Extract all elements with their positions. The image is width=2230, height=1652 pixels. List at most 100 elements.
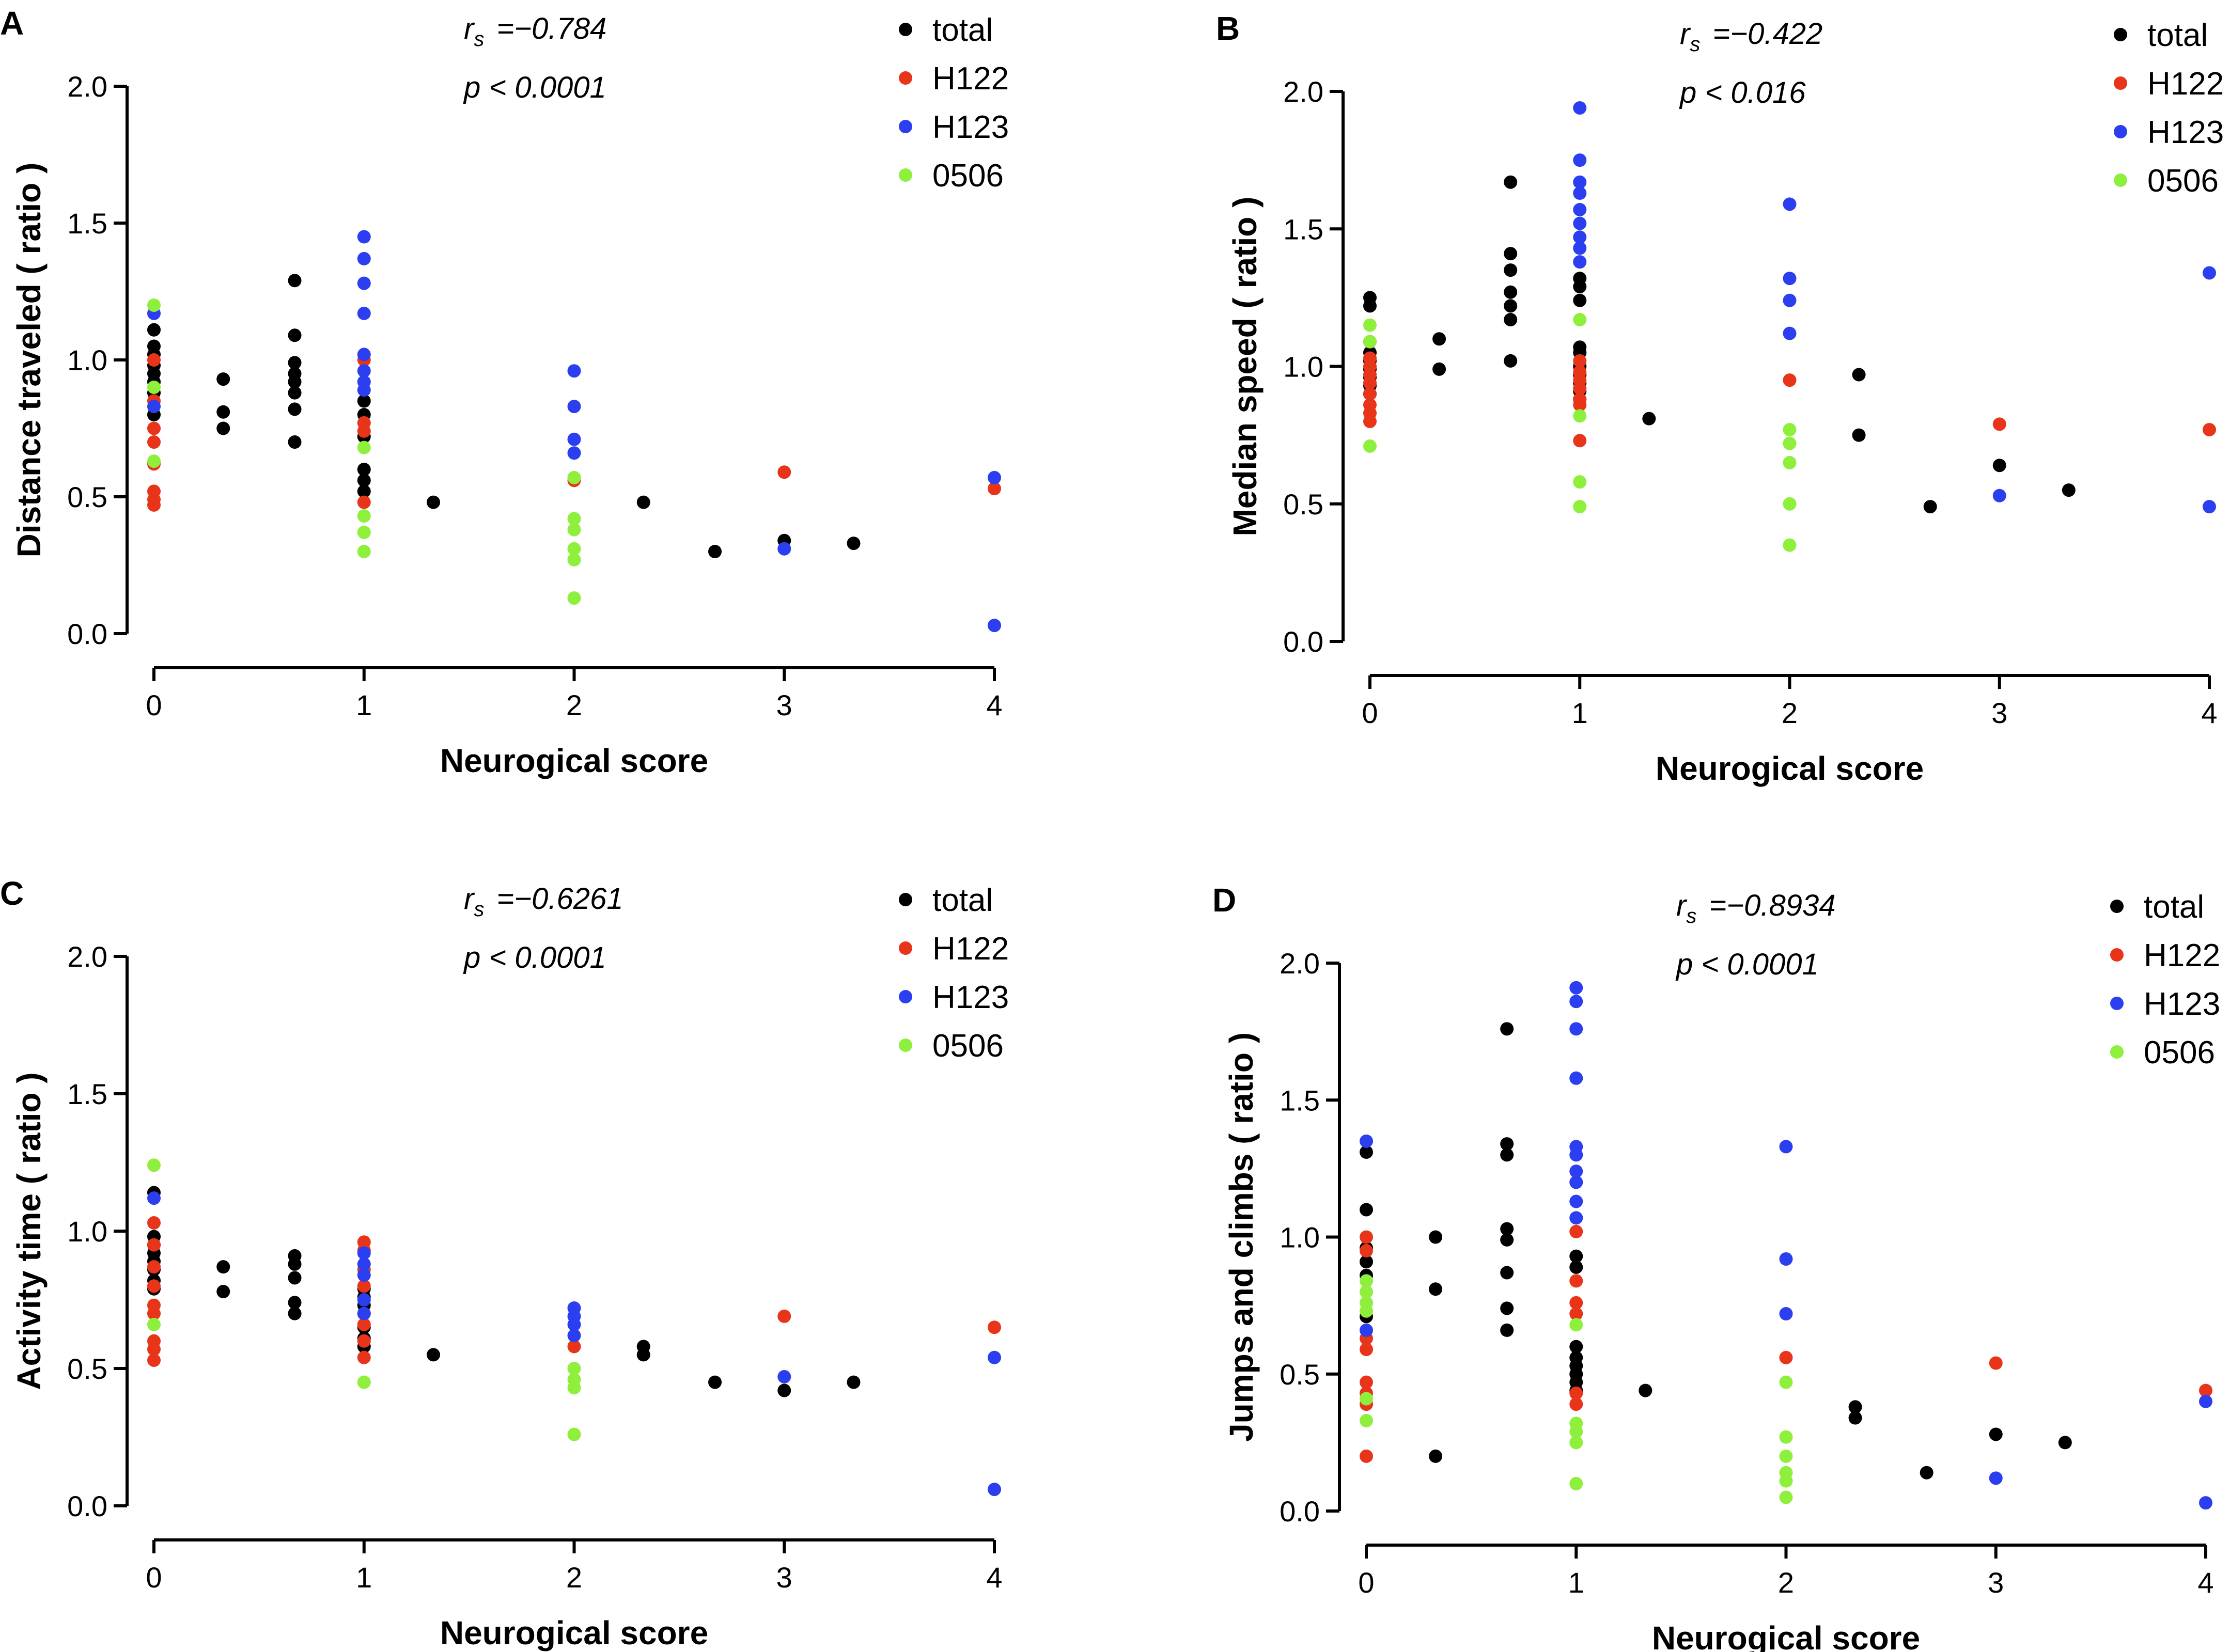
point-total xyxy=(357,484,371,498)
point-h123 xyxy=(1569,1211,1583,1225)
point-total xyxy=(288,1257,302,1271)
point-h123 xyxy=(357,1268,371,1282)
point-total xyxy=(708,1375,722,1389)
point-h122 xyxy=(1569,1224,1583,1238)
point-0506 xyxy=(1569,1476,1583,1490)
p-value-label: p < 0.016 xyxy=(1679,76,1806,109)
point-total xyxy=(636,495,650,509)
point-h122 xyxy=(357,424,371,438)
point-total xyxy=(1500,1222,1514,1236)
point-0506 xyxy=(357,509,371,523)
point-h122 xyxy=(1360,1244,1373,1258)
point-total xyxy=(288,402,302,416)
point-h122 xyxy=(1989,1356,2003,1370)
point-0506 xyxy=(1360,1285,1373,1299)
point-total xyxy=(1504,263,1518,277)
point-total xyxy=(2058,1436,2072,1450)
y-tick-label: 1.0 xyxy=(1280,1221,1320,1254)
point-total xyxy=(147,323,161,337)
legend-marker xyxy=(2114,28,2127,41)
legend-marker xyxy=(899,893,912,906)
point-h123 xyxy=(777,1370,791,1383)
point-0506 xyxy=(1573,312,1587,326)
point-0506 xyxy=(1779,1449,1793,1463)
point-h123 xyxy=(1783,326,1797,340)
point-h123 xyxy=(1569,1022,1583,1036)
data-points xyxy=(147,1158,1001,1497)
x-tick-label: 0 xyxy=(1358,1566,1374,1599)
point-total xyxy=(847,1375,861,1389)
y-tick-label: 2.0 xyxy=(1280,947,1320,980)
point-h123 xyxy=(1569,1071,1583,1085)
point-total xyxy=(216,1285,230,1299)
point-total xyxy=(1504,175,1518,189)
point-h122 xyxy=(147,353,161,367)
point-h123 xyxy=(1783,197,1797,211)
x-tick-label: 2 xyxy=(1782,697,1798,729)
point-h123 xyxy=(567,432,581,446)
point-total xyxy=(1852,428,1866,442)
point-total xyxy=(1360,1145,1373,1159)
point-h122 xyxy=(1573,434,1587,448)
x-tick-label: 4 xyxy=(2201,697,2217,729)
legend: total H122 H123 0506 xyxy=(2110,889,2220,1071)
point-h122 xyxy=(357,495,371,509)
point-total xyxy=(1504,285,1518,299)
point-h122 xyxy=(147,435,161,449)
point-total xyxy=(1500,1137,1514,1151)
data-points xyxy=(1360,981,2212,1510)
y-tick-label: 2.0 xyxy=(67,940,107,973)
point-h122 xyxy=(1569,1397,1583,1411)
point-total xyxy=(1989,1427,2003,1441)
legend-marker xyxy=(2110,1045,2124,1059)
point-h122 xyxy=(1779,1350,1793,1364)
legend-label: 0506 xyxy=(2144,1035,2215,1071)
point-0506 xyxy=(1783,497,1797,511)
point-total xyxy=(216,421,230,435)
point-total xyxy=(357,474,371,487)
point-h123 xyxy=(2203,266,2216,280)
point-h122 xyxy=(1569,1307,1583,1321)
point-0506 xyxy=(1360,1392,1373,1406)
legend-marker xyxy=(2110,997,2124,1010)
x-tick-label: 1 xyxy=(356,689,372,721)
legend-marker xyxy=(899,168,912,182)
point-h122 xyxy=(1363,376,1377,390)
point-0506 xyxy=(1779,1375,1793,1389)
point-h122 xyxy=(1569,1274,1583,1288)
x-tick-label: 1 xyxy=(1572,697,1588,729)
point-0506 xyxy=(1569,1425,1583,1439)
point-h122 xyxy=(147,1260,161,1274)
point-0506 xyxy=(1363,318,1377,332)
point-total xyxy=(288,1296,302,1310)
point-h123 xyxy=(1569,981,1583,995)
y-tick-label: 1.5 xyxy=(1280,1084,1320,1116)
point-h122 xyxy=(1573,398,1587,412)
point-h123 xyxy=(567,1329,581,1343)
panel-a: A 0.0 0.5 1.0 1.5 2.0 0 1 2 3 4 Neurogical score Dis… xyxy=(0,5,1009,779)
point-total xyxy=(1432,332,1446,346)
point-h123 xyxy=(988,470,1001,484)
point-h122 xyxy=(1783,373,1797,387)
point-total xyxy=(1852,368,1866,382)
x-tick-label: 4 xyxy=(2197,1566,2213,1599)
point-0506 xyxy=(1573,500,1587,514)
point-h123 xyxy=(1573,153,1587,167)
point-0506 xyxy=(1783,422,1797,436)
point-total xyxy=(1500,1301,1514,1315)
point-h123 xyxy=(1989,1471,2003,1485)
point-0506 xyxy=(147,1317,161,1331)
point-h123 xyxy=(1569,995,1583,1009)
point-h122 xyxy=(147,421,161,435)
point-h122 xyxy=(2203,422,2216,436)
point-total xyxy=(288,1307,302,1320)
point-0506 xyxy=(1779,1490,1793,1504)
point-total xyxy=(288,375,302,389)
y-tick-label: 1.0 xyxy=(67,1215,107,1248)
legend-marker xyxy=(2114,174,2127,187)
point-total xyxy=(288,274,302,288)
legend-label: total xyxy=(932,883,993,918)
legend-label: H123 xyxy=(932,980,1009,1015)
legend-label: H123 xyxy=(2144,986,2220,1022)
point-h122 xyxy=(1992,417,2006,431)
